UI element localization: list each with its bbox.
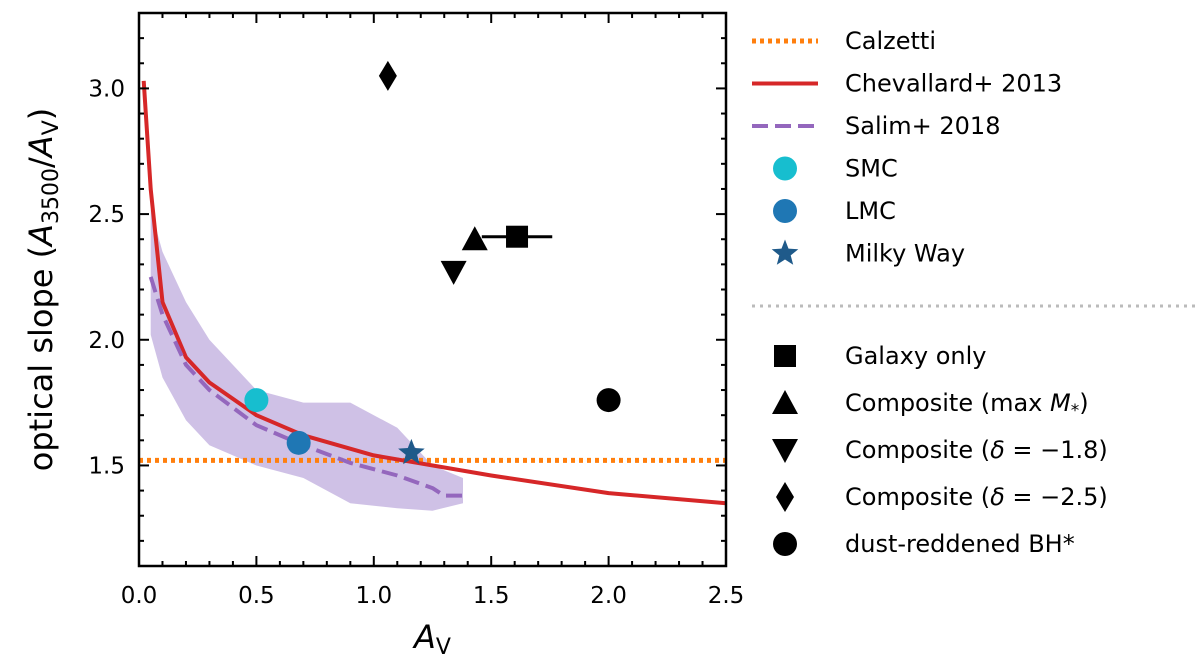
composite-delta-2-5-point [378,60,397,91]
legend-marker [773,156,797,181]
x-tick-label: 2.5 [708,583,745,609]
y-axis-label: optical slope (A3500/AV) [22,108,64,472]
legend-entry-lmc: LMC [773,197,896,225]
legend-entry-composite-max: Composite (max M*) [772,389,1089,421]
legend-label: SMC [845,155,898,183]
y-tick-label: 3.0 [88,76,125,102]
milky-way-point [398,438,425,465]
composite-max-m-point [461,226,488,251]
x-tick-label: 0.0 [121,583,158,609]
legend-entry-calzetti: Calzetti [752,27,936,55]
legend-entry-chevallard-2013: Chevallard+ 2013 [752,70,1062,98]
y-tick-label: 2.5 [88,202,125,228]
legend-entry-galaxy-only: Galaxy only [774,342,986,370]
chevallard-2013-line [141,80,727,506]
legend-label: LMC [845,197,896,225]
x-tick-label: 0.5 [238,583,275,609]
legend-label: Salim+ 2018 [845,112,1000,140]
x-tick-label: 1.0 [356,583,393,609]
smc-point [244,388,269,413]
composite-delta-1-8-point [440,260,467,285]
legend-label: Galaxy only [845,342,986,370]
salim-uncertainty-band [150,209,463,511]
legend-marker [776,482,794,512]
legend-entry-salim-2018: Salim+ 2018 [752,112,1000,140]
legend-entry-milky-way: Milky Way [771,239,965,268]
legend-label: Milky Way [845,240,965,268]
y-tick-label: 1.5 [88,453,125,479]
y-tick-label: 2.0 [88,328,125,354]
legend-label: Composite (max M*) [845,389,1089,421]
legend-label: Chevallard+ 2013 [845,70,1062,98]
legend-marker [774,345,796,367]
x-tick-label: 2.0 [590,583,627,609]
legend-marker [772,390,798,414]
legend-marker [771,239,799,265]
x-tick-label: 1.5 [473,583,510,609]
legend-entry-dust-reddened-bh: dust-reddened BH* [773,530,1075,558]
legend-marker [772,439,798,463]
legend: Calzetti Chevallard+ 2013 Salim+ 2018 SMC LM… [752,27,1200,558]
legend-entry-composite-2-5: Composite (δ = −2.5) [776,482,1108,512]
legend-label: dust-reddened BH* [845,530,1075,558]
plot-area: 0.0 0.5 1.0 1.5 2.0 2.5 1.5 2.0 2.5 3.0 AV optical … [22,11,745,660]
legend-label: Composite (δ = −1.8) [845,436,1108,464]
galaxy-only-point [506,225,529,248]
legend-entry-composite-1-8: Composite (δ = −1.8) [772,436,1108,464]
lmc-point [286,430,311,455]
legend-marker [773,532,797,556]
dust-reddened-bh-point [596,388,621,413]
legend-label: Calzetti [845,27,936,55]
legend-marker [773,199,797,223]
legend-entry-smc: SMC [773,155,898,183]
x-axis-label: AV [412,618,451,660]
legend-label: Composite (δ = −2.5) [845,483,1108,511]
